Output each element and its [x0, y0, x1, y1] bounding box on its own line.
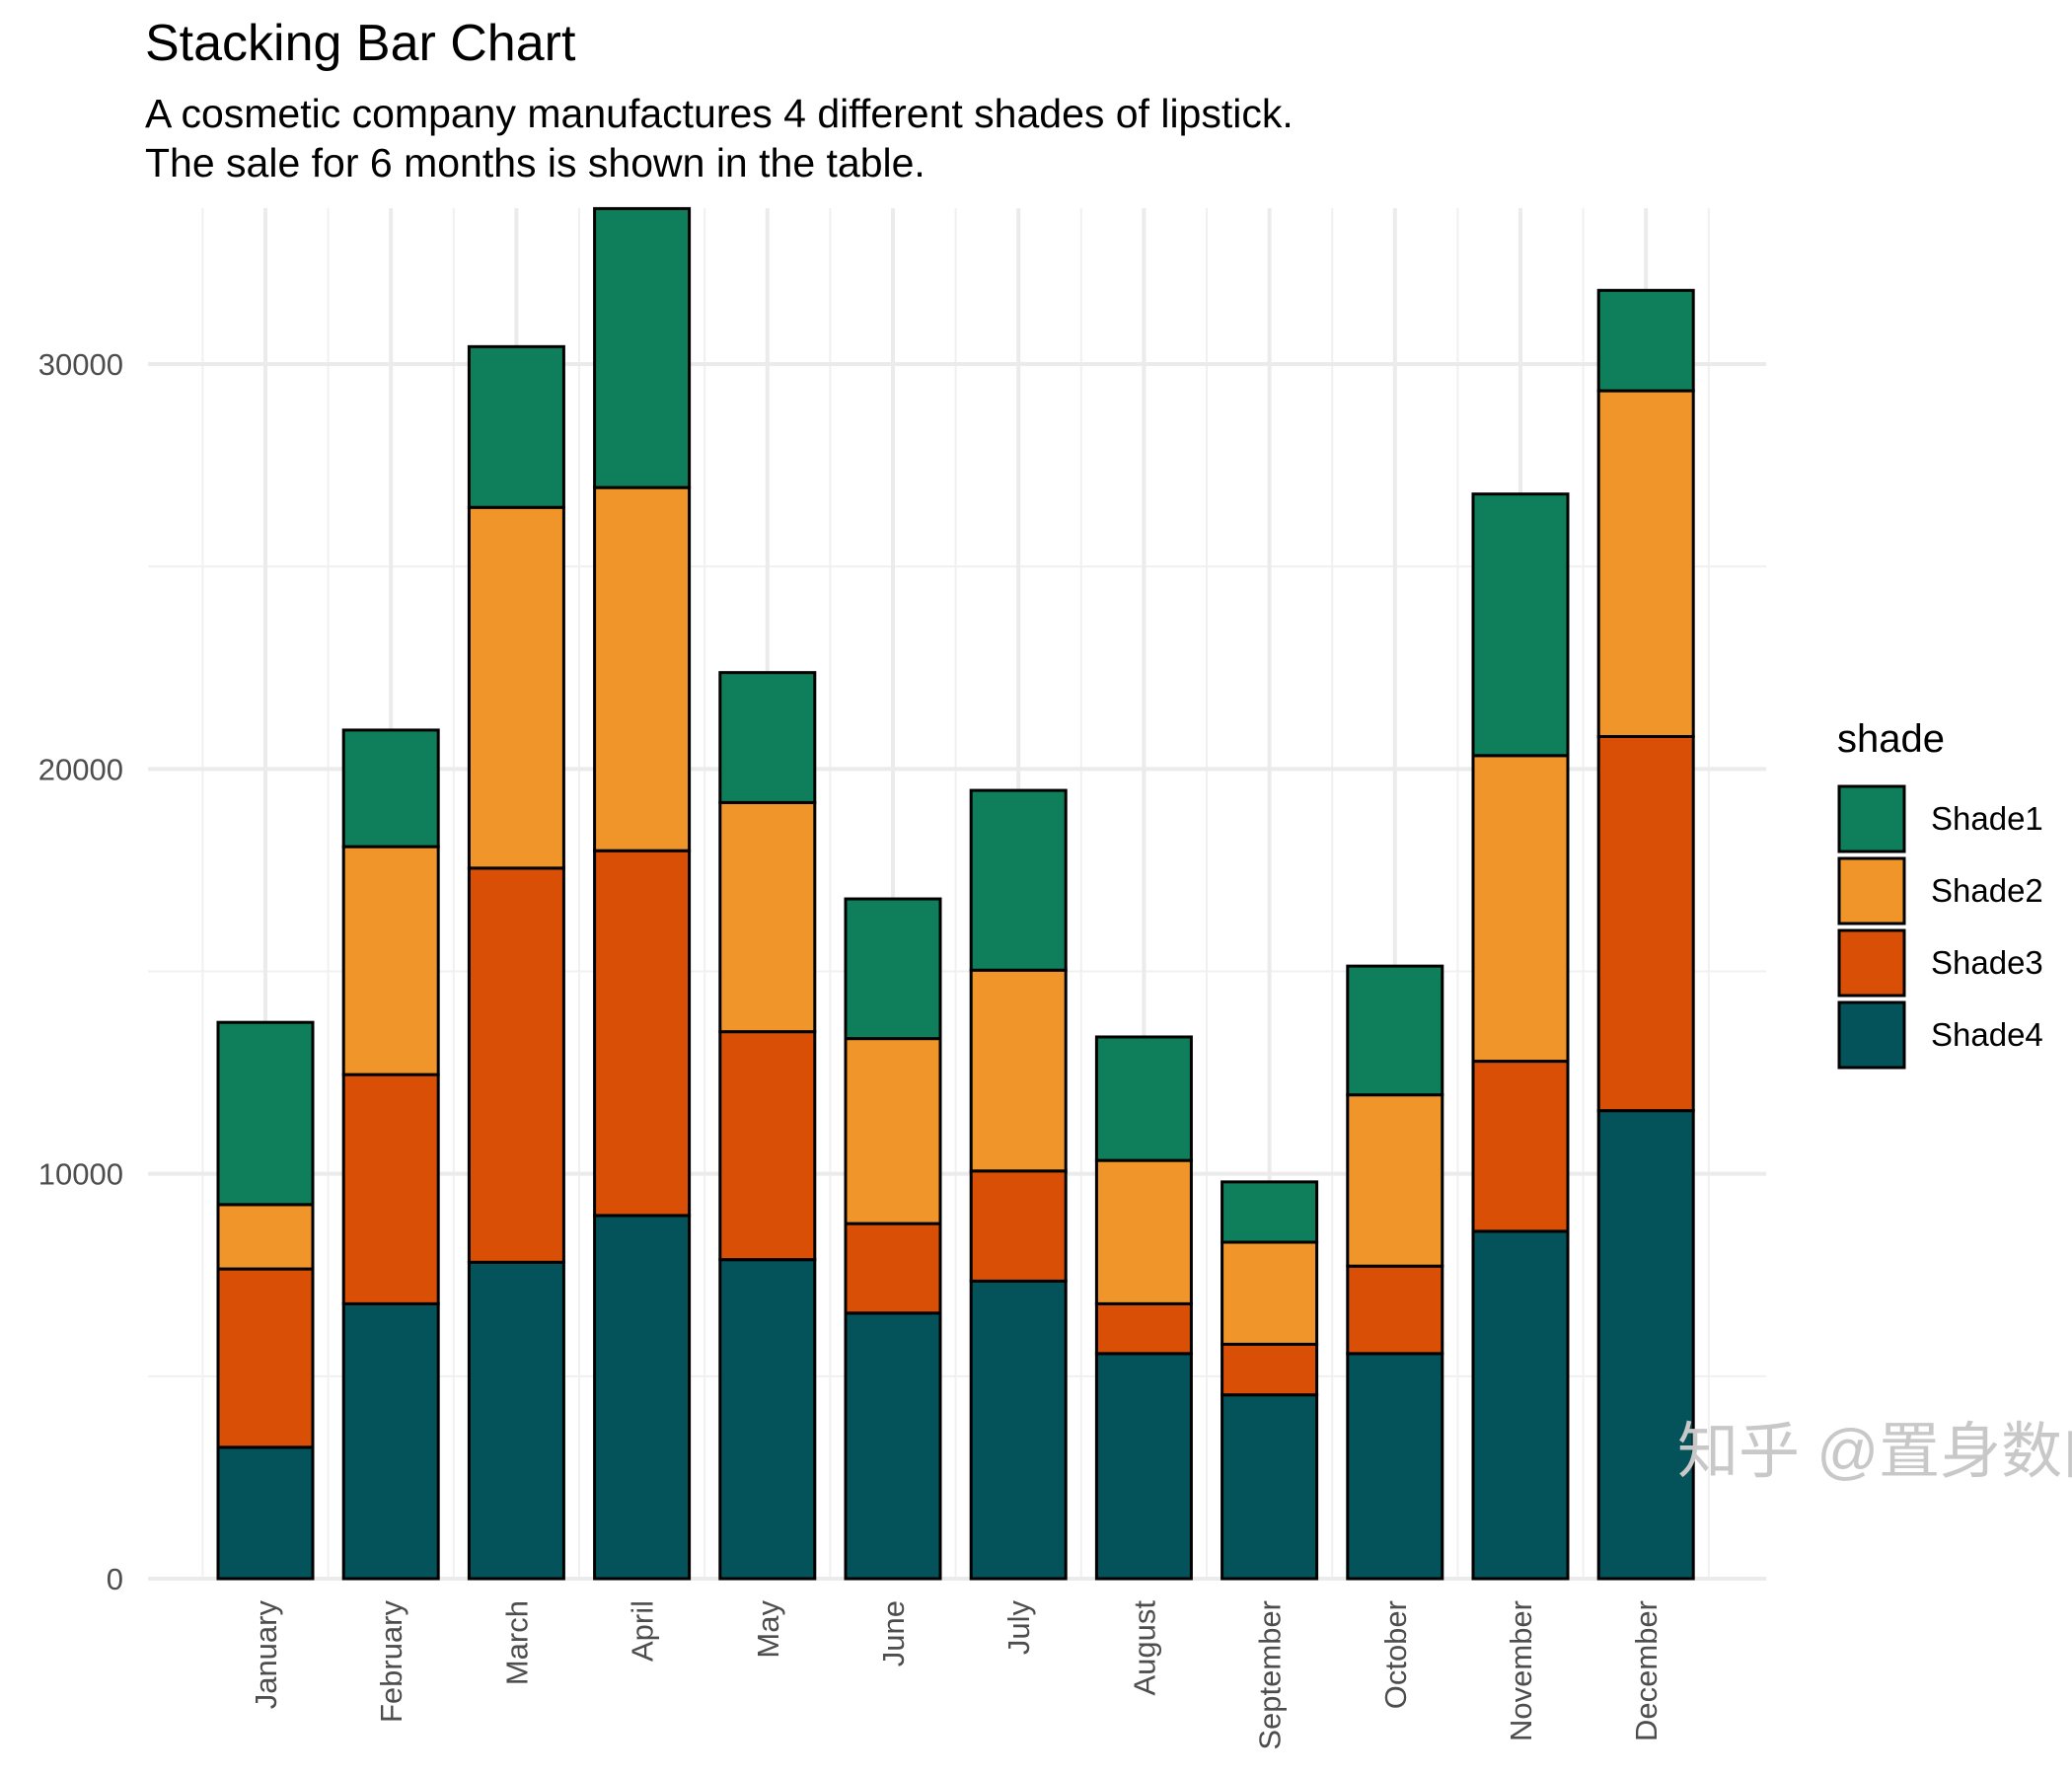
bar-shade2-may — [718, 800, 817, 1034]
x-tick-label: March — [499, 1600, 534, 1685]
legend-key-shade3 — [1837, 928, 1906, 998]
x-tick-label: November — [1504, 1600, 1538, 1741]
bar-shade4-may — [718, 1258, 817, 1581]
bar-shade3-may — [718, 1030, 817, 1262]
bar-shade3-june — [844, 1221, 942, 1315]
bar-shade2-february — [341, 845, 440, 1076]
legend-title: shade — [1837, 717, 1945, 761]
bar-shade2-september — [1221, 1240, 1319, 1346]
legend-key-shade4 — [1837, 1000, 1906, 1070]
y-tick-label: 20000 — [38, 752, 123, 786]
bar-shade3-december — [1596, 734, 1695, 1113]
bar-shade3-april — [593, 849, 692, 1218]
bar-shade2-november — [1471, 754, 1570, 1064]
bar-shade3-november — [1471, 1060, 1570, 1233]
legend-label: Shade4 — [1931, 1016, 2043, 1053]
bar-shade1-march — [467, 344, 565, 509]
bar-shade1-august — [1094, 1035, 1193, 1162]
chart-subtitle-line-2: The sale for 6 months is shown in the ta… — [145, 140, 925, 185]
bar-shade2-december — [1596, 389, 1695, 738]
bar-shade4-november — [1471, 1229, 1570, 1581]
bar-shade3-july — [969, 1169, 1068, 1283]
bar-shade4-june — [844, 1311, 942, 1581]
bar-shade2-march — [467, 505, 565, 870]
bar-shade2-august — [1094, 1158, 1193, 1305]
x-tick-label: January — [249, 1600, 283, 1710]
bar-shade3-march — [467, 866, 565, 1264]
bar-shade1-may — [718, 671, 817, 804]
bar-shade4-december — [1596, 1109, 1695, 1581]
bar-shade4-april — [593, 1214, 692, 1581]
bar-shade1-july — [969, 788, 1068, 972]
bar-shade1-november — [1471, 492, 1570, 758]
bar-shade4-july — [969, 1279, 1068, 1581]
legend-label: Shade1 — [1931, 800, 2043, 837]
bar-shade1-february — [341, 728, 440, 849]
x-tick-label: July — [1001, 1600, 1036, 1656]
y-tick-label: 10000 — [38, 1157, 123, 1192]
chart-subtitle-line-1: A cosmetic company manufactures 4 differ… — [145, 91, 1294, 136]
bar-shade1-april — [593, 206, 692, 489]
bar-shade2-january — [216, 1203, 315, 1271]
bar-shade4-march — [467, 1260, 565, 1581]
bar-shade2-june — [844, 1037, 942, 1225]
x-tick-label: May — [751, 1600, 785, 1659]
bar-shade1-january — [216, 1020, 315, 1207]
legend-label: Shade2 — [1931, 872, 2043, 909]
x-tick-label: April — [626, 1600, 660, 1662]
bar-shade4-january — [216, 1445, 315, 1581]
bar-shade3-october — [1346, 1264, 1444, 1356]
y-tick-label: 30000 — [38, 347, 123, 382]
bar-shade3-august — [1094, 1301, 1193, 1356]
bar-shade4-september — [1221, 1393, 1319, 1581]
legend-label: Shade3 — [1931, 944, 2043, 981]
bar-shade4-october — [1346, 1352, 1444, 1581]
watermark: 知乎 @置身数内 — [1677, 1418, 2072, 1486]
y-tick-label: 0 — [107, 1562, 123, 1596]
legend-key-shade1 — [1837, 784, 1906, 853]
chart-title: Stacking Bar Chart — [145, 15, 576, 72]
bar-shade1-june — [844, 897, 942, 1041]
bar-shade2-july — [969, 968, 1068, 1173]
bar-shade4-august — [1094, 1352, 1193, 1581]
bar-shade3-september — [1221, 1342, 1319, 1397]
bar-shade3-february — [341, 1073, 440, 1305]
bar-shade1-october — [1346, 964, 1444, 1097]
x-tick-label: June — [876, 1600, 911, 1666]
bar-shade1-september — [1221, 1180, 1319, 1244]
bar-shade4-february — [341, 1301, 440, 1581]
legend-key-shade2 — [1837, 856, 1906, 925]
x-tick-label: October — [1378, 1600, 1413, 1709]
x-tick-label: February — [374, 1600, 408, 1724]
bar-shade2-october — [1346, 1093, 1444, 1268]
bar-shade1-december — [1596, 288, 1695, 393]
x-tick-label: September — [1253, 1600, 1288, 1750]
bar-shade3-january — [216, 1267, 315, 1449]
x-tick-label: December — [1629, 1600, 1664, 1741]
bar-shade2-april — [593, 485, 692, 852]
x-tick-label: August — [1127, 1600, 1161, 1696]
